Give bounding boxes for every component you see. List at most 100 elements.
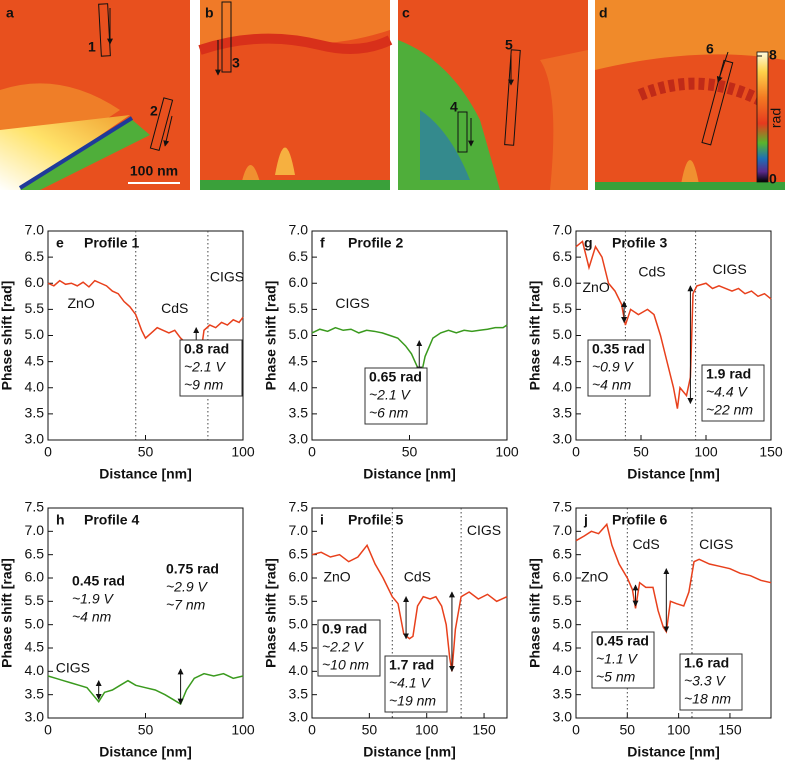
y-tick-label: 5.5 [289,592,309,608]
image-d: d 6 rad [595,0,785,190]
x-tick-label: 150 [472,722,496,738]
panel-letter: e [56,235,64,251]
x-tick-label: 50 [633,444,649,460]
annotation-text: ~0.9 V [592,359,635,375]
y-tick-label: 5.0 [553,615,573,631]
y-tick-label: 4.0 [25,378,45,394]
y-tick-label: 3.5 [289,405,309,421]
y-tick-label: 7.0 [289,522,309,538]
annotation-box [587,339,651,397]
chart-title: Profile 6 [612,512,667,528]
annotation-text: 1.6 rad [684,655,729,671]
y-tick-label: 6.5 [25,248,45,264]
y-tick-label: 7.0 [289,222,309,238]
region-label: CdS [161,300,188,316]
y-tick-label: 6.5 [25,545,45,561]
plot-frame [47,230,244,441]
chart-title: Profile 5 [348,512,403,528]
annotation-box [384,655,448,713]
y-tick-label: 7.5 [289,499,309,515]
annotation-box [179,339,243,397]
x-tick-label: 100 [231,444,255,460]
x-tick-label: 0 [308,444,316,460]
region-label: CIGS [210,269,244,285]
annotation-box [679,653,743,711]
annotation-text: ~2.1 V [369,387,412,403]
x-tick-label: 100 [231,722,255,738]
x-tick-label: 50 [620,722,636,738]
x-tick-label: 50 [362,722,378,738]
x-tick-label: 50 [138,444,154,460]
x-tick-label: 50 [138,722,154,738]
annotation-text: 0.35 rad [592,341,645,357]
region-label: CdS [638,264,665,280]
annotation-text: ~1.9 V [72,591,115,607]
y-tick-label: 6.5 [289,545,309,561]
y-tick-label: 3.0 [553,431,573,447]
profile-label: 1 [88,39,96,55]
y-tick-label: 6.5 [289,248,309,264]
image-letter: c [402,5,410,21]
region-label: CdS [404,569,431,585]
profile-label: 2 [150,103,158,119]
y-tick-label: 6.0 [289,274,309,290]
image-letter: a [6,5,14,21]
annotation-text: ~1.1 V [596,651,639,667]
y-tick-label: 7.0 [553,222,573,238]
profile-line [311,324,508,377]
annotation-text: ~4.1 V [389,675,432,691]
x-tick-label: 100 [667,722,691,738]
chart-title: Profile 4 [84,512,139,528]
y-tick-label: 5.0 [289,615,309,631]
y-tick-label: 5.0 [553,326,573,342]
region-label: ZnO [323,569,350,585]
y-tick-label: 3.0 [25,431,45,447]
annotation-box [317,619,381,677]
x-tick-label: 0 [308,722,316,738]
y-tick-label: 5.0 [25,326,45,342]
panel-letter: j [583,512,588,528]
panel-letter: g [584,235,593,251]
y-tick-label: 3.0 [289,431,309,447]
region-label: ZnO [583,279,610,295]
annotation-text: ~4.4 V [706,384,749,400]
scalebar-label: 100 nm [130,163,178,179]
colorbar-label: rad [768,108,784,128]
annotation-text: ~4 nm [592,377,632,393]
profile-line [311,543,508,672]
region-label: CdS [632,536,659,552]
y-tick-label: 3.5 [553,685,573,701]
y-tick-label: 7.0 [553,522,573,538]
image-b: b 3 [198,0,393,190]
x-tick-label: 100 [495,444,519,460]
annotation-text: ~18 nm [684,691,731,707]
annotation-text: 0.75 rad [166,561,219,577]
y-tick-label: 3.0 [289,709,309,725]
panel-letter: f [320,235,325,251]
y-tick-label: 6.5 [553,545,573,561]
annotation-text: ~3.3 V [684,673,727,689]
y-tick-label: 4.0 [289,378,309,394]
annotation-text: 0.45 rad [72,573,125,589]
plot-frame [311,507,508,719]
region-label: ZnO [581,569,608,585]
profile-label: 4 [450,99,458,115]
x-axis-label: Distance [nm] [627,744,720,760]
profile-label: 6 [706,41,714,57]
y-tick-label: 6.0 [289,569,309,585]
annotation-text: ~2.1 V [184,359,227,375]
annotation-text: ~5 nm [596,669,636,685]
y-tick-label: 3.5 [25,405,45,421]
y-tick-label: 4.5 [553,639,573,655]
y-tick-label: 4.0 [289,662,309,678]
annotation-text: ~9 nm [184,377,224,393]
annotation-box [701,364,765,422]
y-tick-label: 3.0 [25,709,45,725]
region-label: CIGS [335,295,369,311]
x-tick-label: 0 [44,722,52,738]
y-tick-label: 3.5 [553,405,573,421]
y-tick-label: 5.5 [289,300,309,316]
chart-title: Profile 3 [612,235,667,251]
y-tick-label: 7.0 [25,522,45,538]
